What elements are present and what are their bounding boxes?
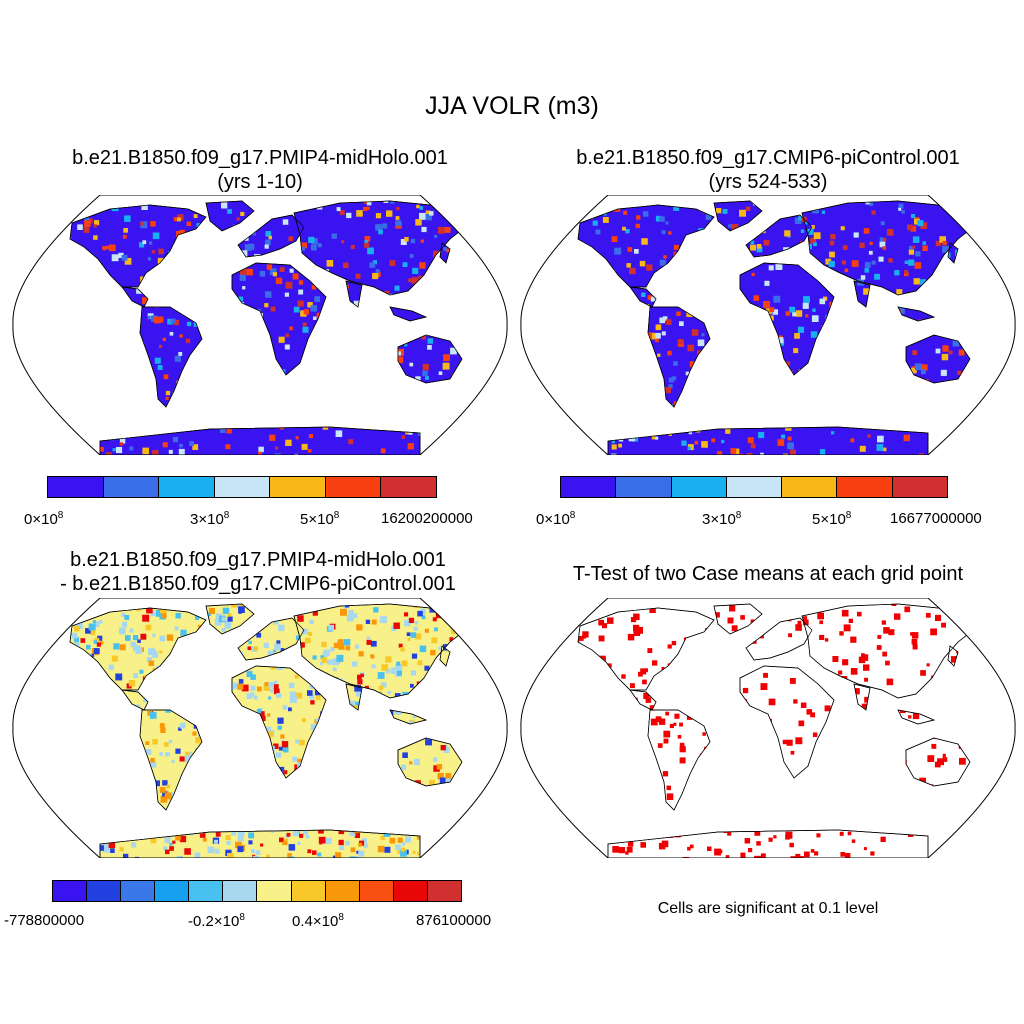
landmass: [739, 665, 835, 779]
landmass: [389, 306, 428, 322]
map-bottom-right: [520, 598, 1016, 858]
colorbar-swatch: [616, 477, 672, 497]
colorbar-swatch: [561, 477, 617, 497]
colorbar-swatch: [48, 477, 104, 497]
colorbar-tick-bottom-left-1: 0.4×108: [292, 912, 344, 930]
colorbar-swatch: [892, 477, 947, 497]
panel-title-bottom-left: b.e21.B1850.f09_g17.PMIP4-midHolo.001 - …: [6, 548, 510, 596]
map-border: [12, 195, 508, 455]
colorbar-swatch: [291, 881, 326, 901]
colorbar-swatch: [393, 881, 428, 901]
landmass: [577, 204, 715, 288]
panel-title-line1: b.e21.B1850.f09_g17.CMIP6-piControl.001: [576, 147, 960, 169]
colorbar-swatch: [325, 881, 360, 901]
panel-title-top-left: b.e21.B1850.f09_g17.PMIP4-midHolo.001 (y…: [10, 146, 510, 194]
colorbar-swatch: [223, 881, 258, 901]
colorbar-swatch: [325, 477, 382, 497]
colorbar-swatch: [87, 881, 122, 901]
colorbar-tick-top-left-0: 0×108: [24, 510, 64, 528]
landmass: [745, 617, 813, 661]
colorbar-swatch: [671, 477, 727, 497]
colorbar-bottom-left: [52, 880, 462, 902]
colorbar-swatch: [837, 477, 893, 497]
colorbar-tick-top-right-1: 3×108: [702, 510, 742, 528]
panel-title-bottom-right: T-Test of two Case means at each grid po…: [572, 563, 964, 585]
landmass: [205, 200, 255, 232]
panel-title-line2: (yrs 524-533): [708, 171, 828, 193]
colorbar-min-label-bottom-left: -778800000: [4, 912, 85, 929]
panel-title-top-right: b.e21.B1850.f09_g17.CMIP6-piControl.001 …: [518, 146, 1018, 194]
colorbar-tick-top-right-2: 5×108: [812, 510, 852, 528]
landmass: [607, 829, 929, 858]
colorbar-swatch: [381, 477, 437, 497]
figure-title: JJA VOLR (m3): [425, 92, 599, 120]
colorbar-max-label-top-right: 16677000000: [890, 510, 982, 527]
map-border: [520, 598, 1016, 858]
colorbar-swatch: [155, 881, 190, 901]
colorbar-top-left: [47, 476, 437, 498]
colorbar-swatch: [427, 881, 461, 901]
landmass: [69, 204, 207, 288]
colorbar-swatch: [103, 477, 160, 497]
panel-title-line2: (yrs 1-10): [217, 171, 303, 193]
colorbar-swatch: [257, 881, 292, 901]
colorbar-tick-bottom-left-0: -0.2×108: [188, 912, 245, 930]
colorbar-max-label-top-left: 16200200000: [381, 510, 473, 527]
colorbar-swatch: [782, 477, 838, 497]
map-bottom-left: [12, 598, 508, 858]
map-border: [12, 598, 508, 858]
colorbar-swatch: [189, 881, 224, 901]
significance-note: Cells are significant at 0.1 level: [657, 900, 879, 917]
colorbar-swatch: [121, 881, 156, 901]
colorbar-top-right: [560, 476, 948, 498]
landmass: [739, 262, 835, 376]
landmass: [713, 603, 763, 635]
colorbar-tick-top-left-2: 5×108: [300, 510, 340, 528]
map-top-left: [12, 195, 508, 455]
panel-title-line1: b.e21.B1850.f09_g17.PMIP4-midHolo.001: [70, 549, 446, 571]
colorbar-tick-top-left-1: 3×108: [190, 510, 230, 528]
colorbar-swatch: [359, 881, 394, 901]
colorbar-swatch: [270, 477, 326, 497]
colorbar-swatch: [726, 477, 783, 497]
map-top-right: [520, 195, 1016, 455]
panel-title-line2: - b.e21.B1850.f09_g17.CMIP6-piControl.00…: [60, 573, 456, 595]
colorbar-swatch: [159, 477, 215, 497]
colorbar-swatch: [53, 881, 88, 901]
panel-title-line1: b.e21.B1850.f09_g17.PMIP4-midHolo.001: [72, 147, 448, 169]
map-border: [520, 195, 1016, 455]
colorbar-swatch: [214, 477, 271, 497]
colorbar-max-label-bottom-left: 876100000: [416, 912, 492, 929]
colorbar-tick-top-right-0: 0×108: [536, 510, 576, 528]
